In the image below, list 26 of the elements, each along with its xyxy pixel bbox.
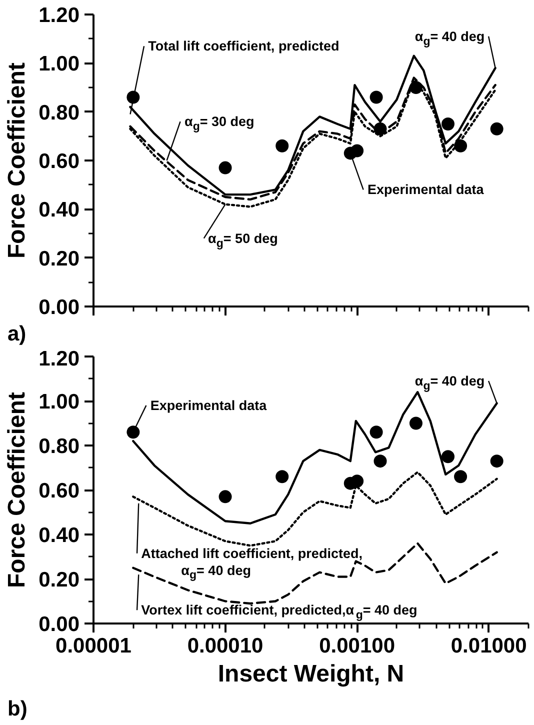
y-tick-label: 0.80 [38,435,80,458]
y-tick-label: 0.20 [38,568,80,592]
text: b) [8,698,28,720]
y-axis-title: Force Coefficient [4,62,31,259]
x-tick-label: 0.00100 [319,634,396,658]
y-tick-label: 0.00 [38,296,80,319]
y-tick-label: 1.20 [38,4,80,27]
y-tick-label: 0.00 [38,613,80,636]
y-axis-title: Force Coefficient [4,392,31,588]
y-tick-label: 1.00 [38,390,80,414]
y-tick-label: 0.80 [38,101,80,124]
y-tick-label: 0.60 [38,150,80,173]
y-tick-label: 0.40 [38,524,80,547]
annotation: Total lift coefficient, predicted [148,38,340,54]
x-tick-label: 0.01000 [450,634,527,658]
x-tick-label: 0.00010 [187,634,264,658]
text: a) [8,322,26,346]
y-tick-label: 1.20 [38,348,80,370]
y-tick-label: 0.40 [38,198,80,222]
y-tick-label: 0.20 [38,247,80,270]
y-tick-label: 0.60 [38,480,80,502]
y-tick-label: 1.00 [38,52,80,76]
annotation: Experimental data [150,398,268,413]
annotation: Experimental data [367,182,484,198]
x-axis-title: Insect Weight, N [218,660,404,688]
x-tick-label: 0.00001 [56,634,132,658]
